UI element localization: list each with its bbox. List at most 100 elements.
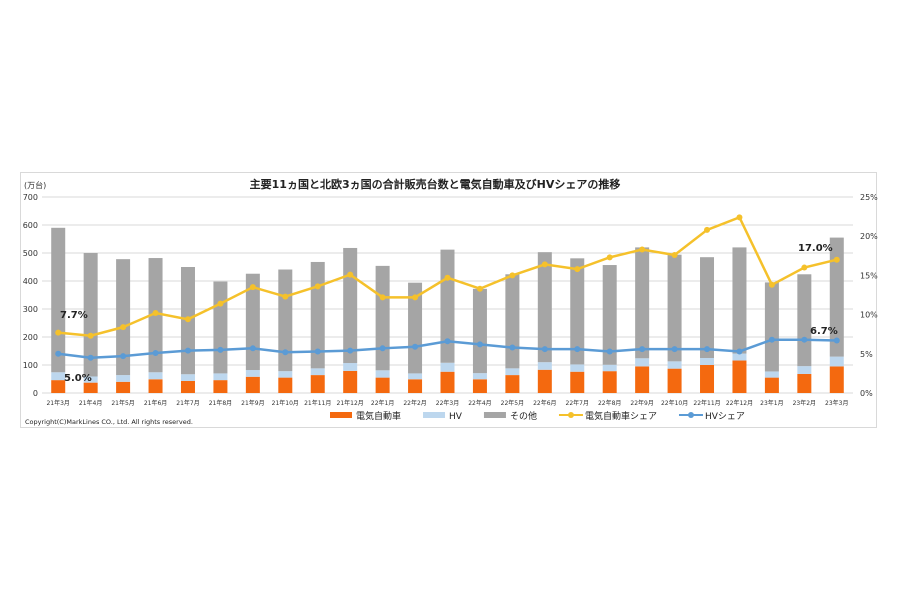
bar-hv bbox=[635, 358, 650, 367]
legend-swatch bbox=[330, 412, 352, 418]
y-tick-label: 0 bbox=[33, 389, 38, 398]
bar-other bbox=[83, 253, 98, 377]
ev-share-point bbox=[509, 272, 516, 279]
bar-other bbox=[667, 254, 682, 362]
hv-share-point bbox=[379, 345, 386, 352]
y2-tick-label: 5% bbox=[860, 350, 873, 359]
x-tick-label: 22年10月 bbox=[661, 399, 688, 407]
ev-share-point bbox=[282, 293, 289, 300]
legend-marker bbox=[567, 412, 574, 418]
hv-share-point bbox=[639, 346, 646, 353]
x-tick-label: 22年8月 bbox=[598, 399, 621, 407]
bar-other bbox=[505, 274, 520, 369]
hv-share-point bbox=[606, 348, 613, 355]
bar-other bbox=[116, 259, 131, 376]
bar-hv bbox=[537, 362, 552, 370]
x-tick-label: 22年7月 bbox=[566, 399, 589, 407]
bar-hv bbox=[667, 361, 682, 369]
bar-hv bbox=[116, 375, 131, 382]
bar-ev bbox=[278, 377, 293, 393]
bar-hv bbox=[375, 370, 390, 378]
bar-other bbox=[51, 227, 66, 373]
bar-ev bbox=[343, 370, 358, 393]
bar-hv bbox=[472, 373, 487, 380]
legend-label: HV bbox=[449, 412, 463, 422]
bar-hv bbox=[148, 372, 163, 380]
bar-ev bbox=[829, 366, 844, 393]
bar-hv bbox=[764, 371, 779, 378]
x-tick-label: 21年7月 bbox=[176, 399, 199, 407]
y-tick-label: 500 bbox=[23, 249, 38, 258]
y2-tick-label: 15% bbox=[860, 271, 878, 280]
chart-frame bbox=[20, 172, 877, 428]
ev-share-point bbox=[574, 266, 581, 273]
hv-share-point bbox=[574, 346, 581, 353]
bar-ev bbox=[148, 379, 163, 393]
bar-ev bbox=[505, 375, 520, 393]
y2-tick-label: 25% bbox=[860, 193, 878, 202]
chart-title: 主要11ヵ国と北欧3ヵ国の合計販売台数と電気自動車及びHVシェアの推移 bbox=[250, 177, 621, 191]
ev-share-point bbox=[379, 294, 386, 301]
bar-ev bbox=[667, 368, 682, 393]
bar-ev bbox=[764, 377, 779, 393]
ev-share-point bbox=[314, 283, 321, 290]
bar-other bbox=[278, 269, 293, 372]
bar-ev bbox=[375, 377, 390, 393]
hv-share-point bbox=[152, 350, 159, 357]
y2-tick-label: 10% bbox=[860, 311, 878, 320]
hv-share-point bbox=[120, 353, 127, 360]
bar-ev bbox=[700, 365, 715, 393]
bar-ev bbox=[51, 380, 66, 393]
legend-label: 電気自動車 bbox=[356, 410, 401, 422]
bar-hv bbox=[343, 363, 358, 371]
x-tick-label: 22年4月 bbox=[468, 399, 491, 407]
ev-share-point bbox=[444, 274, 451, 281]
y2-tick-label: 0% bbox=[860, 389, 873, 398]
bar-other bbox=[375, 265, 390, 371]
hv-share-point bbox=[282, 349, 289, 356]
bar-hv bbox=[245, 370, 260, 377]
bar-ev bbox=[213, 380, 228, 393]
ev-share-point bbox=[476, 285, 483, 292]
bar-other bbox=[732, 247, 747, 354]
bar-other bbox=[602, 265, 617, 365]
ev-share-point bbox=[347, 271, 354, 278]
bar-hv bbox=[310, 368, 325, 376]
y-axis-label: (万台) bbox=[24, 180, 46, 190]
bar-ev bbox=[310, 375, 325, 393]
bar-other bbox=[408, 282, 423, 374]
legend: 電気自動車 HV その他 電気自動車シェア HVシェア bbox=[330, 410, 745, 422]
hv-share-point bbox=[249, 345, 256, 352]
hv-share-point bbox=[476, 341, 483, 348]
bar-other bbox=[700, 257, 715, 358]
bar-other bbox=[764, 282, 779, 372]
bar-hv bbox=[732, 353, 747, 361]
legend-swatch bbox=[483, 412, 506, 418]
bar-ev bbox=[570, 371, 585, 393]
ev-share-point bbox=[639, 246, 646, 253]
bar-ev bbox=[180, 380, 195, 393]
x-tick-label: 21年3月 bbox=[46, 399, 69, 407]
x-tick-label: 23年1月 bbox=[760, 399, 783, 407]
hv-share-point bbox=[184, 347, 191, 354]
y-tick-label: 200 bbox=[23, 333, 38, 342]
hv-share-point bbox=[768, 336, 775, 343]
ev-share-point bbox=[541, 261, 548, 268]
annotation-hv-start: 5.0% bbox=[64, 373, 92, 384]
bar-hv bbox=[180, 374, 195, 381]
legend-swatch bbox=[423, 412, 446, 418]
y-tick-label: 400 bbox=[23, 277, 38, 286]
y-tick-label: 600 bbox=[23, 221, 38, 230]
x-tick-label: 21年9月 bbox=[241, 399, 264, 407]
hv-share-point bbox=[801, 336, 808, 343]
y-tick-label: 300 bbox=[23, 305, 38, 314]
x-tick-label: 22年11月 bbox=[693, 399, 720, 407]
x-tick-label: 22年2月 bbox=[403, 399, 426, 407]
y2-tick-label: 20% bbox=[860, 232, 878, 241]
bar-other bbox=[829, 237, 844, 357]
bar-ev bbox=[245, 376, 260, 393]
x-tick-label: 21年8月 bbox=[209, 399, 232, 407]
ev-share-point bbox=[606, 254, 613, 261]
bar-hv bbox=[797, 366, 812, 374]
